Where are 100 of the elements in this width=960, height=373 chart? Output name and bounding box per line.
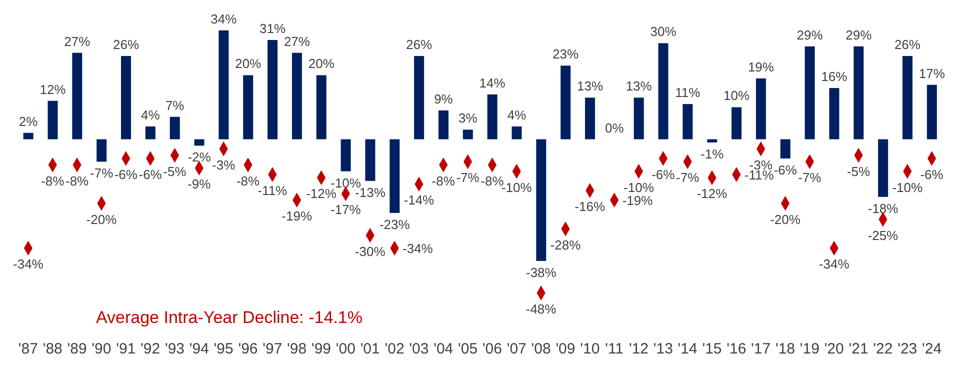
x-tick-label: '15 [702, 340, 722, 358]
data-label: 7% [165, 98, 185, 113]
bar [365, 139, 376, 181]
data-label: -34% [13, 256, 44, 272]
data-label: 27% [284, 34, 310, 49]
x-tick-label: '99 [311, 340, 332, 358]
data-label: -16% [574, 199, 606, 214]
x-tick-label: '09 [556, 340, 576, 358]
x-tick-label: '04 [434, 340, 454, 358]
bar [462, 130, 473, 140]
bar [902, 56, 912, 140]
bar [804, 46, 815, 140]
data-label: 3% [458, 110, 478, 126]
data-label: 31% [260, 20, 286, 36]
x-tick-label: '95 [214, 340, 234, 358]
data-label: -5% [846, 164, 871, 179]
x-tick-label: '22 [873, 340, 893, 358]
x-tick-label: '16 [726, 340, 746, 358]
data-label: 2% [18, 114, 38, 129]
data-label: 26% [406, 37, 433, 52]
data-label: -23% [379, 216, 410, 232]
data-label: -14% [404, 192, 435, 208]
x-tick-label: '94 [189, 340, 209, 358]
bar [512, 126, 522, 140]
data-label: -19% [282, 208, 312, 224]
bar [438, 110, 448, 140]
data-label: 12% [40, 82, 66, 97]
data-label: 30% [650, 24, 677, 40]
x-tick-label: '08 [531, 340, 551, 358]
bar [96, 139, 107, 162]
data-label: -25% [868, 228, 899, 243]
data-label: 27% [64, 34, 91, 49]
x-tick-label: '11 [605, 340, 624, 358]
x-tick-label: '88 [42, 340, 62, 358]
data-label: -20% [86, 212, 118, 227]
data-label: 13% [626, 78, 652, 94]
x-tick-label: '97 [262, 340, 282, 358]
bar [340, 139, 351, 172]
data-label: 10% [724, 88, 750, 104]
x-tick-label: '12 [628, 340, 649, 358]
x-tick-label: '90 [92, 340, 112, 358]
data-label: 17% [918, 66, 946, 81]
x-tick-label: '92 [140, 340, 160, 358]
x-tick-label: '06 [482, 340, 502, 358]
x-tick-label: '13 [653, 340, 673, 358]
data-label: -6% [920, 166, 944, 182]
bar [292, 52, 302, 140]
data-label: 4% [507, 107, 527, 122]
x-tick-label: '98 [287, 340, 307, 358]
data-label: -6% [774, 162, 798, 178]
data-label: -6% [138, 166, 162, 182]
data-label: -7% [798, 170, 822, 186]
data-label: -8% [432, 173, 456, 188]
x-tick-label: '24 [922, 340, 942, 358]
bar [23, 132, 34, 140]
data-label: -10% [624, 180, 654, 195]
data-label: -18% [868, 200, 899, 216]
bar [268, 40, 278, 140]
data-label: 4% [141, 107, 160, 122]
bar [487, 94, 498, 140]
data-label: 20% [308, 56, 335, 72]
data-label: -7% [90, 166, 114, 181]
data-label: -34% [402, 241, 434, 256]
x-tick-label: '05 [458, 340, 478, 358]
data-label: 26% [112, 37, 140, 52]
data-label: 26% [894, 37, 921, 52]
data-label: -2% [188, 150, 212, 165]
x-tick-label: '10 [580, 340, 600, 358]
bar [316, 75, 326, 140]
bar [732, 107, 742, 140]
data-label: -28% [550, 237, 582, 252]
data-label: -19% [622, 193, 654, 208]
bar [390, 139, 400, 213]
data-label: 14% [479, 75, 506, 90]
data-label: 19% [748, 59, 774, 74]
x-tick-label: '00 [336, 340, 356, 358]
data-label: -30% [354, 244, 386, 259]
data-label: 23% [552, 46, 580, 62]
data-label: 11% [675, 85, 701, 100]
bar [170, 116, 180, 140]
bar [560, 66, 571, 140]
data-label: -17% [330, 202, 362, 218]
x-tick-label: '01 [360, 340, 380, 358]
data-label: -5% [163, 164, 187, 179]
data-label: 34% [210, 11, 238, 26]
bar [682, 104, 693, 140]
data-label: -8% [480, 173, 504, 188]
bar [145, 126, 156, 140]
data-label: -8% [41, 173, 65, 188]
x-tick-label: '23 [898, 340, 918, 358]
x-tick-label: '18 [775, 340, 796, 358]
data-label: -3% [212, 157, 236, 172]
x-tick-label: '21 [848, 340, 868, 358]
data-label: 29% [796, 27, 824, 42]
bar [414, 56, 424, 140]
data-label: -48% [526, 301, 557, 316]
bar [756, 78, 766, 140]
x-tick-label: '02 [384, 340, 404, 358]
bar [926, 84, 937, 140]
bar [218, 30, 229, 140]
